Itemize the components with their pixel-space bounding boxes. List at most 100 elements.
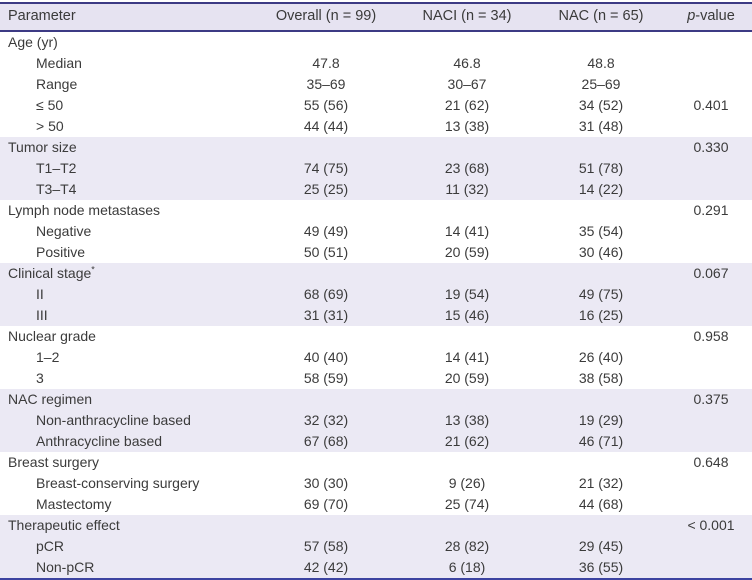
- naci-cell: 13 (38): [444, 118, 490, 134]
- table-row: Non-pCR 42 (42) 6 (18) 36 (55): [0, 557, 752, 579]
- pvalue-cell: [670, 347, 752, 368]
- parameter-cell: Tumor size: [8, 139, 77, 155]
- table-row: Therapeutic effect < 0.001: [0, 515, 752, 536]
- overall-cell: [250, 263, 402, 284]
- table-row: III 31 (31) 15 (46) 16 (25): [0, 305, 752, 326]
- overall-cell: 42 (42): [303, 559, 349, 575]
- overall-cell: 25 (25): [303, 181, 349, 197]
- nac-cell: 34 (52): [578, 97, 624, 113]
- pvalue-cell: [670, 74, 752, 95]
- table-row: Mastectomy 69 (70) 25 (74) 44 (68): [0, 494, 752, 515]
- parameter-cell: III: [36, 307, 48, 323]
- overall-cell: 55 (56): [303, 97, 349, 113]
- table-row: Nuclear grade 0.958: [0, 326, 752, 347]
- table-row: Median 47.8 46.8 48.8: [0, 53, 752, 74]
- pvalue-cell: [670, 242, 752, 263]
- parameter-cell: Non-anthracycline based: [36, 412, 191, 428]
- pvalue-cell: 0.067: [693, 265, 729, 281]
- table-row: 3 58 (59) 20 (59) 38 (58): [0, 368, 752, 389]
- naci-cell: 11 (32): [445, 181, 489, 197]
- nac-cell: 31 (48): [578, 118, 624, 134]
- pvalue-cell: [670, 221, 752, 242]
- table-row: > 50 44 (44) 13 (38) 31 (48): [0, 116, 752, 137]
- table-row: Clinical stage* 0.067: [0, 263, 752, 284]
- pvalue-cell: 0.958: [693, 328, 729, 344]
- overall-cell: 50 (51): [303, 244, 349, 260]
- overall-cell: [250, 326, 402, 347]
- parameter-cell: Median: [36, 55, 82, 71]
- nac-cell: 46 (71): [578, 433, 624, 449]
- pvalue-cell: [670, 494, 752, 515]
- table-row: Lymph node metastases 0.291: [0, 200, 752, 221]
- naci-cell: [402, 326, 532, 347]
- parameter-cell: T3–T4: [36, 181, 77, 197]
- table-row: NAC regimen 0.375: [0, 389, 752, 410]
- pvalue-cell: [670, 53, 752, 74]
- pvalue-cell: [670, 158, 752, 179]
- pvalue-cell: [670, 431, 752, 452]
- overall-cell: 32 (32): [303, 412, 349, 428]
- pvalue-cell: 0.291: [693, 202, 729, 218]
- naci-cell: 30–67: [447, 76, 487, 92]
- nac-cell: 30 (46): [578, 244, 624, 260]
- pvalue-cell: 0.375: [693, 391, 729, 407]
- italic-p: p: [687, 8, 696, 24]
- naci-cell: 46.8: [453, 55, 481, 71]
- overall-cell: [250, 452, 402, 473]
- nac-cell: 48.8: [587, 55, 615, 71]
- parameter-cell: Therapeutic effect: [8, 517, 120, 533]
- table-row: Tumor size 0.330: [0, 137, 752, 158]
- nac-cell: 29 (45): [578, 538, 624, 554]
- nac-cell: 35 (54): [578, 223, 624, 239]
- parameter-cell: Range: [36, 76, 78, 92]
- naci-cell: [402, 389, 532, 410]
- overall-cell: 35–69: [306, 76, 346, 92]
- overall-cell: [250, 137, 402, 158]
- pvalue-cell: [670, 368, 752, 389]
- overall-cell: 69 (70): [303, 496, 349, 512]
- naci-cell: 9 (26): [448, 475, 486, 491]
- overall-cell: 40 (40): [303, 349, 349, 365]
- pvalue-cell: [670, 410, 752, 431]
- naci-cell: 20 (59): [444, 244, 490, 260]
- table-body: Age (yr) Median 47.8 46.8 48.8 Range 35–69 30–6…: [0, 31, 752, 579]
- nac-cell: 51 (78): [578, 160, 624, 176]
- nac-cell: [532, 452, 670, 473]
- table-row: Range 35–69 30–67 25–69: [0, 74, 752, 95]
- table-row: pCR 57 (58) 28 (82) 29 (45): [0, 536, 752, 557]
- column-header-parameter: Parameter: [8, 8, 76, 24]
- nac-cell: [532, 263, 670, 284]
- nac-cell: [532, 389, 670, 410]
- naci-cell: [402, 515, 532, 536]
- pvalue-cell: 0.330: [693, 139, 729, 155]
- pvalue-cell: 0.648: [693, 454, 729, 470]
- parameter-cell: Breast-conserving surgery: [36, 475, 200, 491]
- nac-cell: [532, 326, 670, 347]
- nac-cell: [532, 137, 670, 158]
- nac-cell: [532, 31, 670, 53]
- pvalue-cell: < 0.001: [687, 517, 735, 533]
- parameter-cell: Anthracycline based: [36, 433, 163, 449]
- nac-cell: 44 (68): [578, 496, 624, 512]
- nac-cell: 36 (55): [578, 559, 624, 575]
- pvalue-cell: [670, 536, 752, 557]
- nac-cell: [532, 515, 670, 536]
- overall-cell: 68 (69): [303, 286, 349, 302]
- column-header-pvalue: p-value: [687, 8, 735, 24]
- pvalue-cell: [670, 557, 752, 579]
- parameter-cell: Age (yr): [8, 34, 58, 50]
- naci-cell: [402, 137, 532, 158]
- table-row: Anthracycline based 67 (68) 21 (62) 46 (71): [0, 431, 752, 452]
- parameter-cell: Breast surgery: [8, 454, 100, 470]
- nac-cell: 25–69: [581, 76, 621, 92]
- naci-cell: 13 (38): [444, 412, 490, 428]
- naci-cell: [402, 452, 532, 473]
- table-row: Non-anthracycline based 32 (32) 13 (38) 19 …: [0, 410, 752, 431]
- parameter-cell: ≤ 50: [36, 97, 64, 113]
- nac-cell: 14 (22): [578, 181, 624, 197]
- naci-cell: 23 (68): [444, 160, 490, 176]
- table-row: T3–T4 25 (25) 11 (32) 14 (22): [0, 179, 752, 200]
- parameter-cell: Mastectomy: [36, 496, 112, 512]
